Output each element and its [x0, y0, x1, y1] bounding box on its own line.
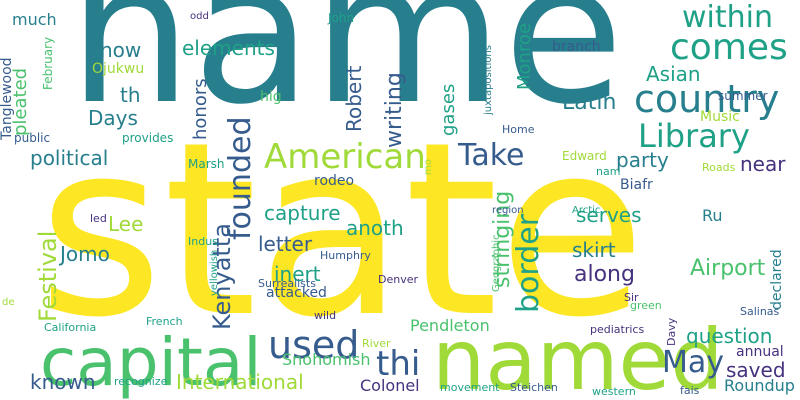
word-party: party: [616, 148, 669, 172]
word-inert: inert: [274, 262, 321, 286]
word-declared: declared: [769, 249, 785, 310]
word-river: River: [362, 337, 391, 350]
word-salinas: Salinas: [740, 305, 780, 318]
word-named: named: [432, 311, 724, 400]
word-writing: writing: [382, 72, 407, 148]
word-political: political: [30, 146, 109, 170]
word-letter: letter: [258, 232, 313, 256]
word-capital: capital: [40, 324, 262, 400]
word-jomo: Jomo: [60, 242, 110, 266]
word-february: February: [41, 36, 55, 90]
word-humphry: Humphry: [320, 249, 371, 262]
word-saved: saved: [726, 358, 786, 382]
word-led: led: [90, 212, 107, 225]
word-pendleton: Pendleton: [410, 316, 490, 335]
word-french: French: [146, 315, 183, 328]
word-asian: Asian: [646, 62, 701, 86]
word-ojukwu: Ojukwu: [92, 61, 145, 77]
word-much: much: [12, 10, 57, 29]
word-summer: summer: [718, 89, 768, 103]
word-music: Music: [700, 109, 740, 125]
word-international: International: [176, 370, 304, 394]
word-latin: Latin: [562, 90, 617, 115]
word-davy: Davy: [665, 317, 678, 346]
word-take: Take: [458, 138, 525, 173]
word-lee: Lee: [108, 212, 144, 236]
word-honors: honors: [190, 78, 211, 140]
word-john: John: [328, 11, 355, 25]
word-rodeo: rodeo: [314, 173, 355, 189]
word-colonel: Colonel: [360, 376, 420, 395]
word-de: de: [2, 297, 15, 308]
word-skirt: skirt: [572, 238, 616, 262]
word-biafr: Biafr: [620, 177, 653, 193]
word-western: western: [592, 385, 636, 398]
word-attacked: attacked: [266, 285, 327, 301]
word-edward: Edward: [562, 149, 607, 163]
word-recognize: recognize: [114, 375, 168, 388]
word-along: along: [574, 262, 635, 287]
word-near: near: [740, 152, 786, 176]
word-founded: founded: [223, 116, 258, 241]
word-used: used: [268, 323, 360, 367]
word-denver: Denver: [378, 273, 419, 286]
word-airport: Airport: [690, 256, 766, 281]
word-question: question: [686, 324, 773, 348]
word-provides: provides: [122, 131, 174, 145]
word-state: state: [38, 90, 646, 370]
word-comes: comes: [670, 27, 788, 68]
word-library: Library: [638, 117, 750, 155]
word-country: country: [634, 77, 780, 121]
word-steichen: Steichen: [510, 381, 558, 394]
word-robert: Robert: [342, 65, 366, 132]
word-odd: odd: [190, 11, 209, 22]
word-juxtapositions: juxtapositions: [483, 45, 494, 115]
word-roads: Roads: [702, 161, 736, 174]
word-marsh: Marsh: [188, 157, 225, 171]
word-days: Days: [88, 106, 138, 130]
word-gases: gases: [438, 83, 459, 136]
word-may: May: [662, 345, 725, 380]
word-fais: fais: [680, 384, 700, 397]
word-snohomish: Snohomish: [282, 350, 371, 369]
word-hig: hig: [260, 89, 282, 105]
word-california: California: [44, 321, 97, 334]
word-monroe: Monroe: [514, 22, 535, 90]
word-pediatrics: pediatrics: [590, 323, 645, 336]
word-roundup: Roundup: [724, 376, 795, 395]
word-name: name: [68, 0, 624, 148]
word-tanglewood: Tanglewood: [0, 57, 15, 140]
word-now: now: [100, 38, 142, 62]
word-wild: wild: [314, 309, 337, 322]
word-thi: thi: [376, 344, 421, 384]
word-known: known: [30, 370, 96, 394]
word-yellowish: yellowish: [209, 249, 220, 296]
word-within: within: [682, 0, 773, 35]
word-serves: serves: [576, 203, 642, 227]
word-arctic: Arctic: [572, 205, 601, 216]
word-branch: branch: [552, 39, 601, 55]
word-nam: nam: [596, 165, 621, 178]
word-movement: movement: [440, 381, 500, 394]
word-ru: Ru: [702, 206, 723, 225]
word-mo: mo: [423, 159, 434, 175]
word-capture: capture: [264, 201, 341, 225]
word-th: th: [120, 83, 141, 107]
word-annual: annual: [736, 344, 784, 360]
word-public: public: [14, 131, 51, 145]
word-green: green: [630, 299, 662, 312]
word-geographic: Geographic: [491, 234, 502, 292]
word-home: Home: [502, 123, 535, 136]
word-sir: Sir: [624, 291, 639, 304]
word-festival: Festival: [34, 230, 62, 322]
word-anoth: anoth: [346, 216, 404, 240]
word-indus: Indus: [188, 235, 218, 248]
word-surrealists: Surrealists: [258, 277, 316, 290]
word-american: American: [264, 137, 426, 177]
word-elements: elements: [182, 36, 275, 60]
word-border: border: [511, 213, 546, 313]
word-region: region: [492, 205, 524, 216]
